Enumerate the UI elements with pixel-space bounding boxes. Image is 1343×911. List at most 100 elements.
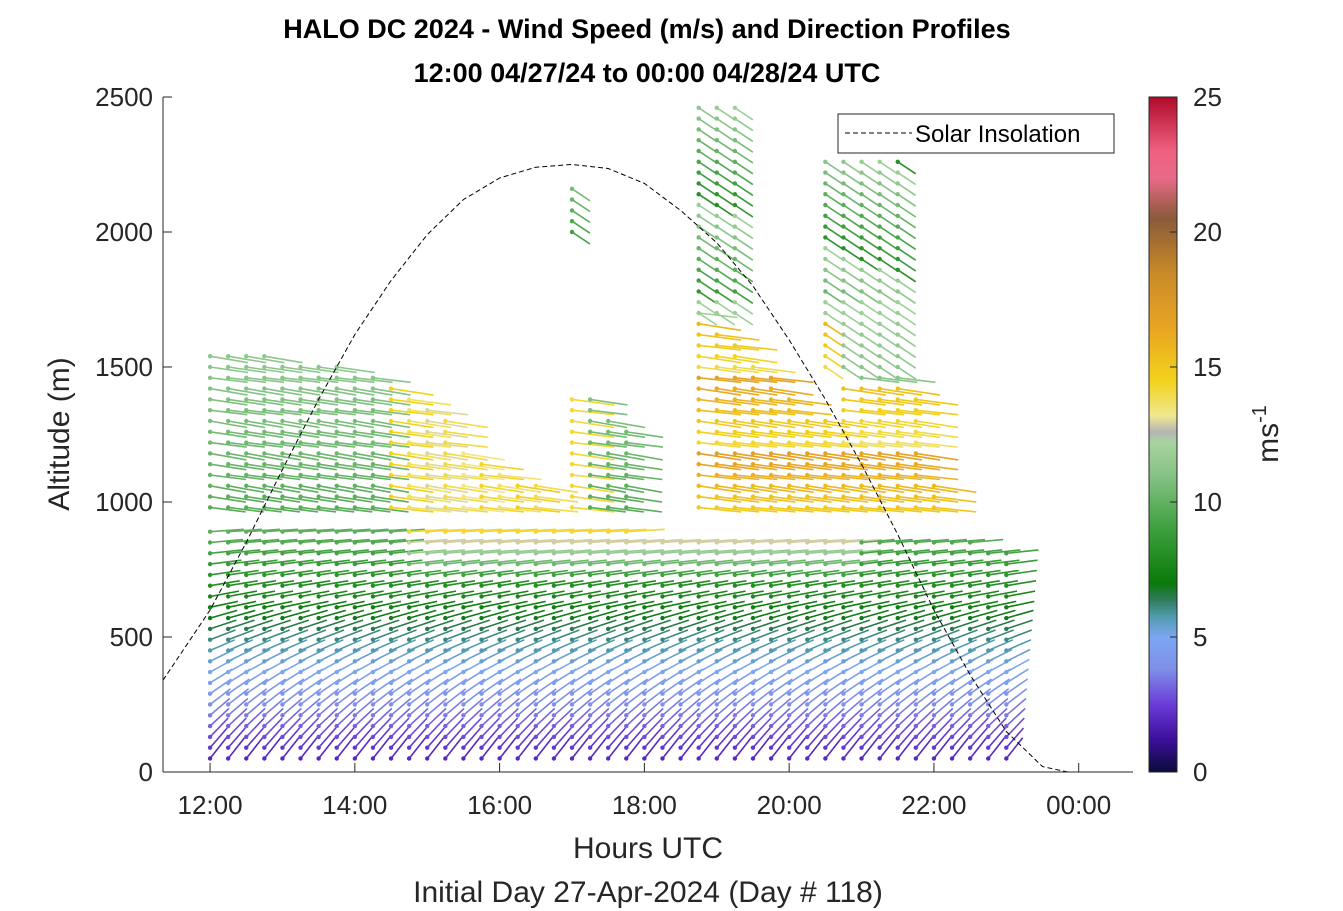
wind-barb <box>716 420 760 429</box>
wind-barb-dot <box>298 605 303 610</box>
wind-barb-dot <box>605 494 611 499</box>
wind-barb <box>264 452 301 461</box>
wind-barb <box>843 398 886 406</box>
wind-barb <box>336 431 374 439</box>
wind-barb <box>843 279 862 294</box>
wind-barb <box>698 290 718 305</box>
wind-barb-dot <box>805 605 810 610</box>
wind-barb <box>843 580 874 587</box>
wind-barb-dot <box>370 648 376 653</box>
wind-barb-dot <box>443 648 448 653</box>
wind-barb <box>517 707 538 727</box>
wind-barb <box>300 485 337 494</box>
wind-barb-dot <box>569 440 575 445</box>
wind-barb <box>843 215 862 229</box>
wind-barb-dot <box>660 648 665 653</box>
wind-barb-dot <box>642 702 647 707</box>
wind-barb <box>915 688 937 706</box>
wind-barb-dot <box>207 529 213 534</box>
wind-barb-dot <box>280 462 285 467</box>
wind-barb-dot <box>262 440 267 445</box>
wind-barb-dot <box>841 202 846 208</box>
wind-barb-dot <box>207 483 213 488</box>
wind-barb <box>879 193 899 207</box>
wind-barb-dot <box>244 756 249 761</box>
wind-barb <box>698 569 731 576</box>
wind-barb <box>336 409 374 416</box>
wind-barb <box>264 619 291 630</box>
wind-barb <box>227 727 246 749</box>
wind-barb <box>644 590 674 598</box>
wind-barb-dot <box>316 561 321 567</box>
wind-barb-dot <box>533 483 538 488</box>
wind-barb <box>1005 737 1024 759</box>
wind-barb-dot <box>533 605 538 610</box>
wind-barb <box>499 727 518 749</box>
wind-barb <box>643 737 662 759</box>
wind-barb <box>354 506 391 513</box>
wind-barb <box>879 619 907 630</box>
wind-barb-dot <box>605 594 611 599</box>
wind-barb-dot <box>714 605 719 610</box>
wind-barb-dot <box>714 256 719 262</box>
wind-barb <box>770 697 792 716</box>
wind-barb-dot <box>244 494 249 499</box>
wind-barb-dot <box>660 626 665 632</box>
wind-barb <box>643 688 666 706</box>
wind-barb <box>445 600 474 609</box>
wind-barb <box>535 590 565 598</box>
wind-barb <box>318 495 355 503</box>
wind-barb <box>879 258 899 272</box>
wind-barb-dot <box>768 648 774 653</box>
wind-barb <box>336 619 364 630</box>
wind-barb <box>825 485 868 494</box>
wind-barb-dot <box>443 483 448 488</box>
wind-barb <box>589 409 628 416</box>
wind-barb-dot <box>352 659 358 664</box>
wind-barb-dot <box>533 540 538 545</box>
wind-barb <box>897 215 917 229</box>
wind-barb-dot <box>569 626 575 632</box>
wind-barb-dot <box>768 494 774 499</box>
wind-barb-dot <box>225 637 231 642</box>
wind-barb-dot <box>696 648 701 653</box>
wind-barb-dot <box>497 594 502 599</box>
wind-barb-dot <box>207 713 213 718</box>
wind-barb <box>264 495 301 503</box>
wind-barb-dot <box>298 594 303 599</box>
wind-barb <box>789 398 832 406</box>
wind-barb-dot <box>931 583 937 588</box>
wind-barb-dot <box>316 375 321 380</box>
wind-barb-dot <box>823 267 828 272</box>
wind-barb-dot <box>316 483 321 488</box>
wind-barb-dot <box>696 680 701 686</box>
wind-barb <box>861 377 900 384</box>
wind-barb-dot <box>262 713 267 718</box>
wind-barb <box>789 569 822 576</box>
wind-barb <box>698 609 727 619</box>
wind-barb-dot <box>949 669 955 675</box>
wind-barb-dot <box>786 561 792 567</box>
wind-barb-dot <box>877 159 882 164</box>
wind-barb <box>318 377 357 384</box>
wind-barb-dot <box>732 364 738 370</box>
wind-barb-dot <box>352 702 358 707</box>
wind-barb <box>716 441 760 448</box>
wind-barb <box>282 409 320 416</box>
wind-barb <box>589 495 626 503</box>
wind-barb-dot <box>569 429 575 434</box>
wind-barb-dot <box>624 626 629 632</box>
wind-barb-dot <box>877 734 882 740</box>
wind-barb-dot <box>678 680 683 686</box>
wind-barb <box>734 236 754 251</box>
wind-barb <box>336 366 375 374</box>
wind-barb-dot <box>587 408 593 413</box>
wind-barb-dot <box>841 594 846 599</box>
wind-barb <box>426 609 455 619</box>
wind-barb-dot <box>660 691 665 696</box>
wind-barb <box>861 580 892 587</box>
wind-barb <box>608 420 646 429</box>
wind-barb-dot <box>225 529 231 534</box>
wind-barb-dot <box>714 483 719 488</box>
wind-barb-dot <box>931 594 937 599</box>
